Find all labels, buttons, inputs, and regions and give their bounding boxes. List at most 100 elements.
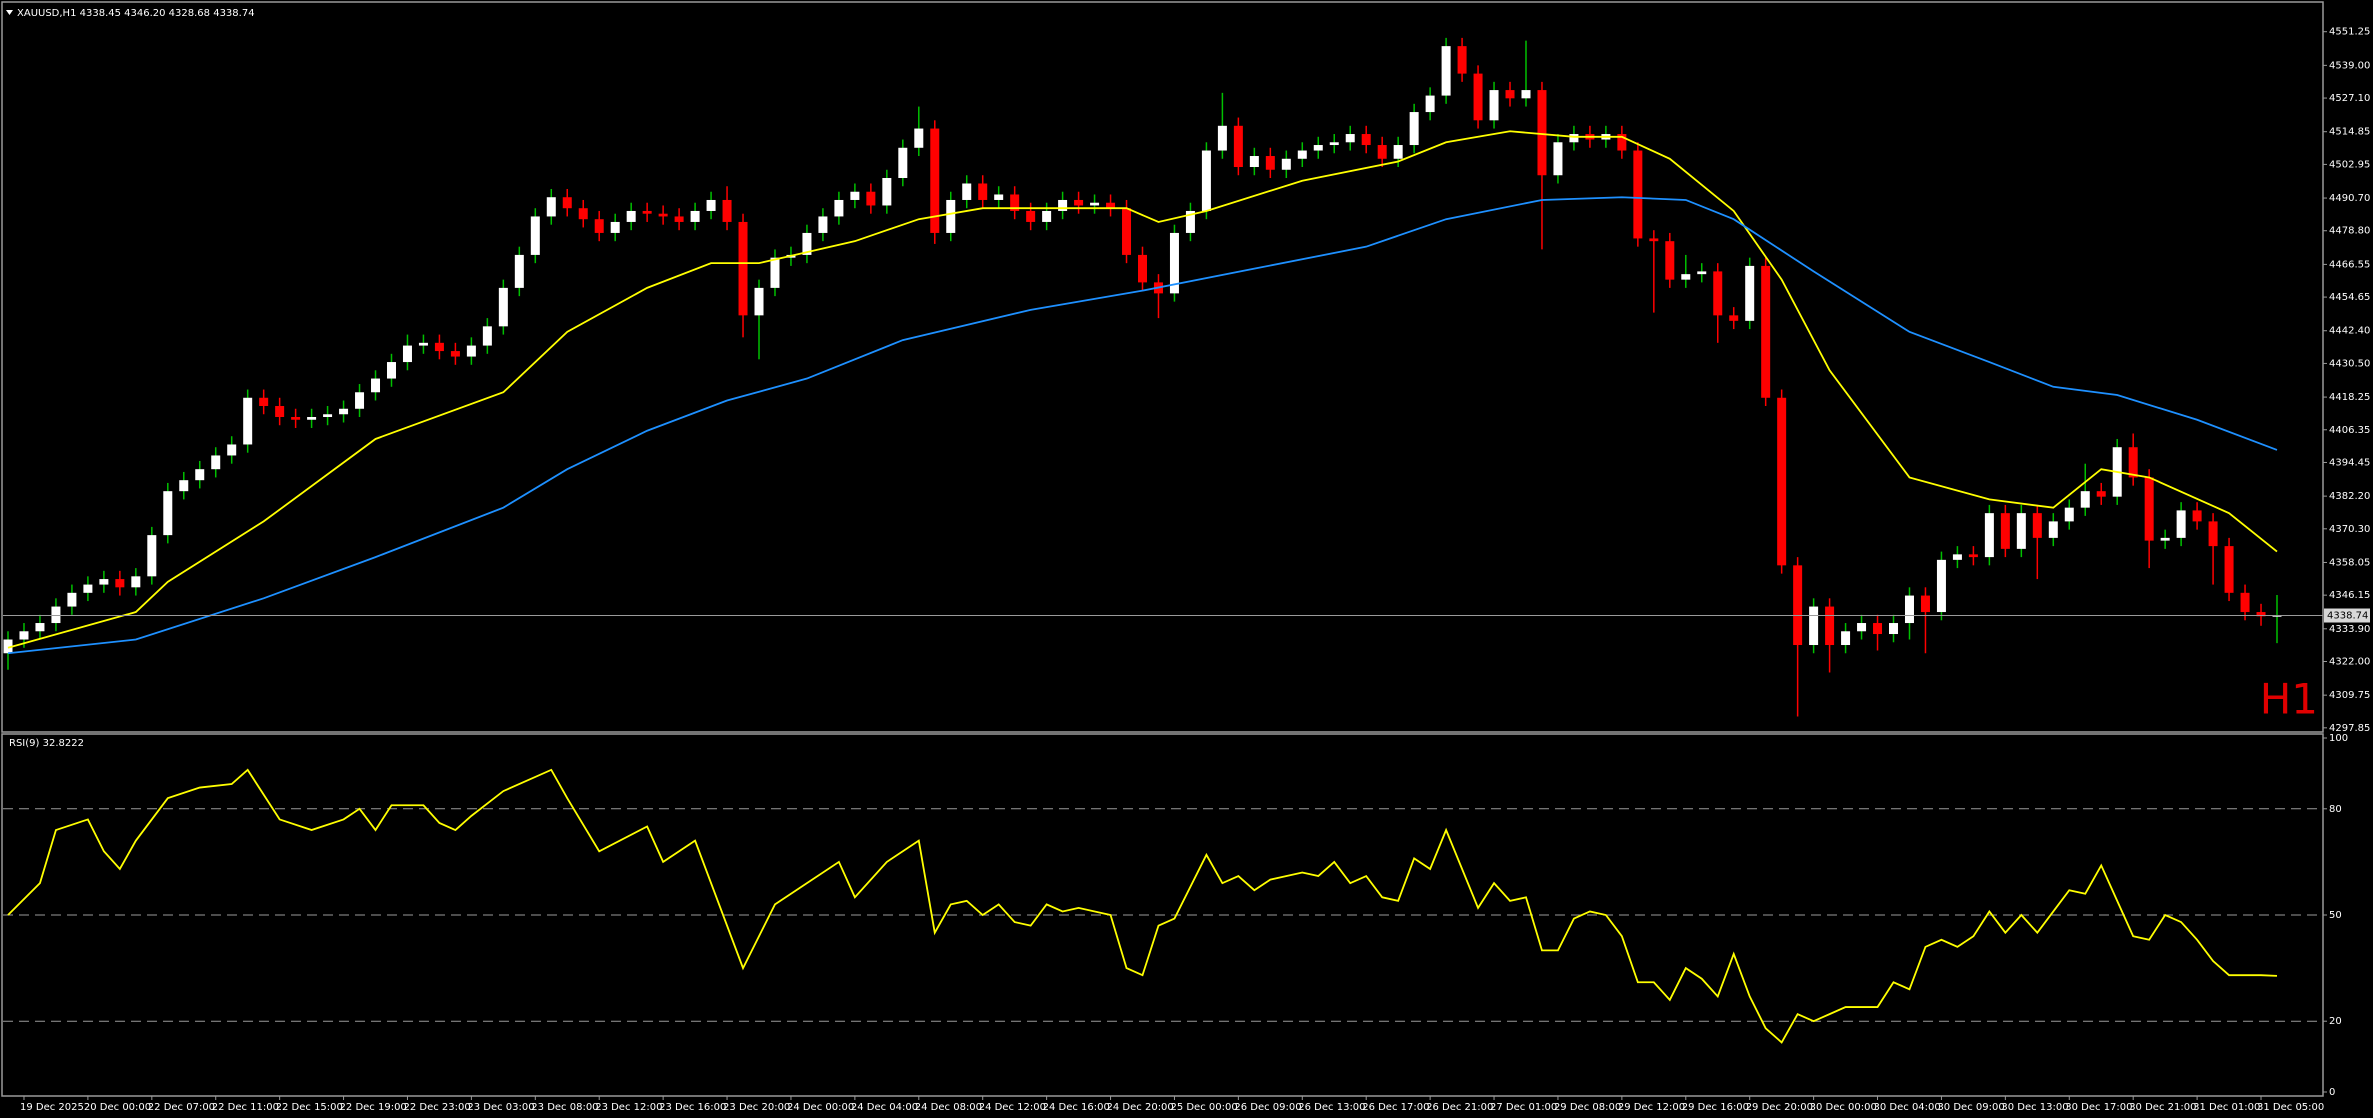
x-tick-label: 30 Dec 13:00 — [2001, 1102, 2068, 1113]
candle-body — [2128, 447, 2138, 478]
candle-body — [1809, 606, 1819, 646]
x-tick-label: 30 Dec 00:00 — [1810, 1102, 1877, 1113]
x-tick-label: 23 Dec 03:00 — [467, 1102, 534, 1113]
y-tick-label: 4514.85 — [2329, 127, 2370, 138]
bid-label-box — [2324, 608, 2370, 623]
candle-body — [882, 177, 892, 206]
candle-body — [418, 342, 428, 346]
candle-body — [1329, 142, 1339, 146]
candle-body — [1489, 90, 1499, 121]
candle-body — [562, 197, 572, 209]
x-tick-label: 26 Dec 21:00 — [1426, 1102, 1493, 1113]
y-tick-label: 4551.25 — [2329, 27, 2370, 38]
candle-body — [1873, 623, 1883, 635]
candle-body — [1537, 90, 1547, 176]
candle-body — [1793, 565, 1803, 646]
candle-body — [227, 444, 237, 456]
x-tick-label: 31 Dec 01:00 — [2193, 1102, 2260, 1113]
candle-body — [1984, 513, 1994, 558]
candle-body — [1777, 397, 1787, 566]
y-tick-label: 4502.95 — [2329, 159, 2370, 170]
x-tick-label: 20 Dec 00:00 — [84, 1102, 151, 1113]
candle-body — [2192, 510, 2202, 522]
y-tick-label: 4539.00 — [2329, 60, 2370, 71]
x-tick-label: 22 Dec 07:00 — [148, 1102, 215, 1113]
candle-body — [1345, 134, 1355, 143]
candle-body — [1138, 254, 1147, 283]
candle-body — [850, 191, 860, 200]
rsi-title: RSI(9) 32.8222 — [9, 738, 84, 749]
candle-body — [1889, 623, 1899, 635]
candle-body — [530, 216, 540, 255]
candle-body — [2064, 507, 2074, 522]
bid-label: 4338.74 — [2327, 611, 2368, 622]
x-tick-label: 31 Dec 05:00 — [2257, 1102, 2324, 1113]
candle-body — [482, 326, 492, 346]
x-tick-label: 23 Dec 20:00 — [723, 1102, 790, 1113]
candle-body — [259, 397, 269, 407]
candle-body — [898, 147, 908, 178]
candle-body — [1633, 150, 1643, 239]
x-tick-label: 24 Dec 00:00 — [787, 1102, 854, 1113]
candle-body — [323, 414, 333, 417]
candle-body — [1026, 210, 1036, 222]
y-tick-label: 4322.00 — [2329, 656, 2370, 667]
candle-body — [402, 345, 412, 363]
candle-body — [514, 254, 524, 288]
candle-body — [2208, 521, 2218, 547]
candle-body — [2096, 491, 2106, 497]
candle-body — [355, 392, 365, 409]
indicator-line — [7, 196, 2278, 655]
y-tick-label: 4382.20 — [2329, 491, 2370, 502]
candle-body — [1313, 145, 1323, 151]
candle-body — [834, 199, 844, 217]
candle-body — [291, 416, 301, 420]
candle-body — [1281, 158, 1291, 170]
candle-body — [1968, 554, 1978, 558]
candle-body — [546, 197, 556, 217]
candle-body — [1233, 125, 1243, 168]
candle-body — [1265, 156, 1275, 170]
candle-body — [2176, 510, 2186, 538]
candle-body — [1904, 595, 1914, 624]
candle-body — [1010, 194, 1020, 211]
candle-body — [1761, 265, 1771, 398]
x-tick-label: 22 Dec 23:00 — [403, 1102, 470, 1113]
candle-body — [2144, 477, 2154, 541]
candle-body — [1920, 595, 1930, 613]
x-tick-label: 23 Dec 16:00 — [659, 1102, 726, 1113]
candle-body — [211, 455, 221, 470]
candle-body — [738, 221, 748, 316]
candle-body — [866, 191, 876, 206]
candle-body — [1649, 238, 1659, 242]
x-tick-label: 24 Dec 04:00 — [851, 1102, 918, 1113]
candle-body — [1729, 315, 1739, 321]
y-tick-label: 4333.90 — [2329, 624, 2370, 635]
candle-body — [1713, 271, 1723, 316]
candle-body — [754, 287, 764, 316]
x-tick-label: 30 Dec 17:00 — [2065, 1102, 2132, 1113]
candle-body — [163, 491, 173, 536]
candle-body — [930, 128, 940, 233]
y-tick-label: 4297.85 — [2329, 723, 2370, 734]
x-tick-label: 24 Dec 16:00 — [1043, 1102, 1110, 1113]
candle-body — [2016, 513, 2026, 549]
x-tick-label: 30 Dec 04:00 — [1874, 1102, 1941, 1113]
candle-body — [770, 257, 780, 288]
y-tick-label: 4490.70 — [2329, 193, 2370, 204]
menu-arrow[interactable] — [6, 10, 13, 15]
candle-body — [722, 199, 732, 222]
candle-body — [610, 221, 620, 233]
x-tick-label: 23 Dec 12:00 — [595, 1102, 662, 1113]
y-tick-label: 4454.65 — [2329, 292, 2370, 303]
candle-body — [1936, 559, 1946, 613]
candle-body — [594, 219, 604, 233]
candle-body — [434, 342, 444, 352]
candle-body — [35, 623, 45, 632]
candle-body — [1857, 623, 1867, 632]
candle-body — [1377, 145, 1387, 159]
candle-body — [195, 469, 205, 481]
